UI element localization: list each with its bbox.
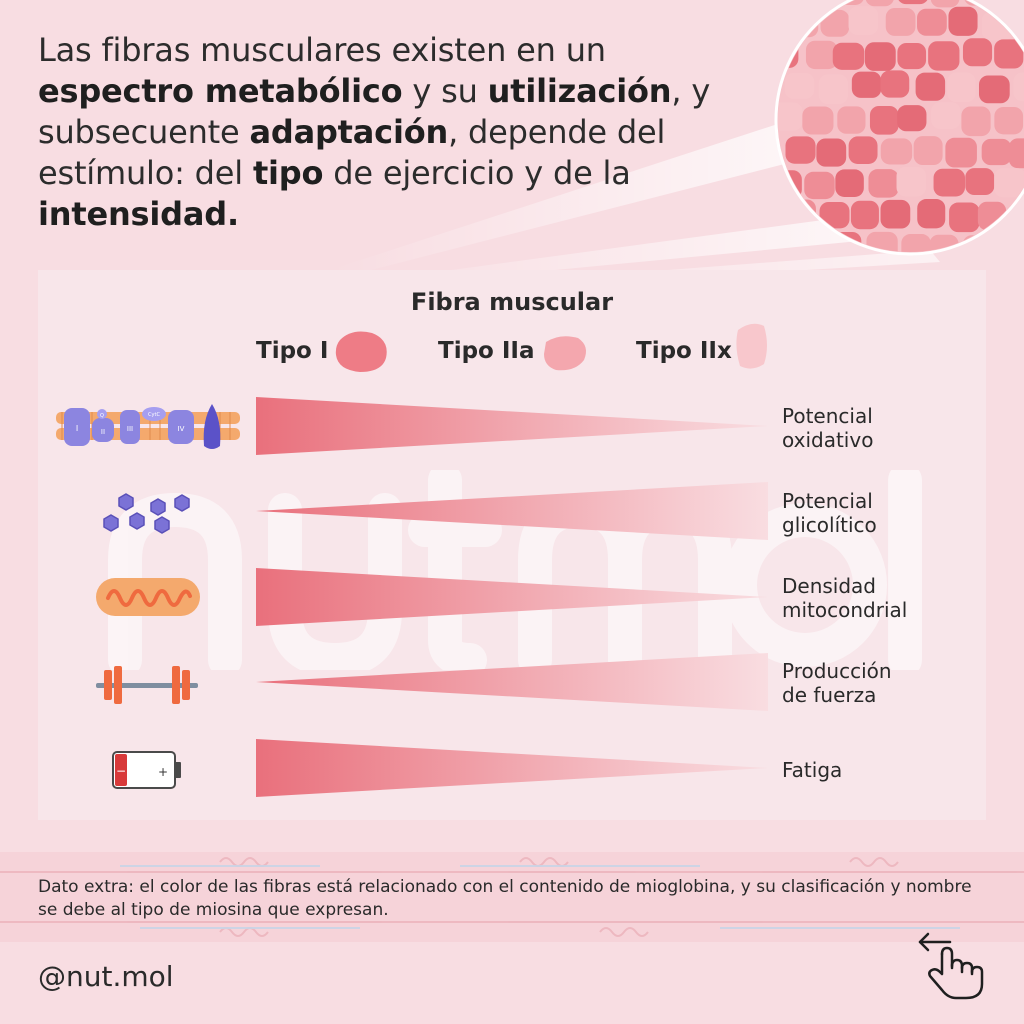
muscle-fiber-cell — [913, 136, 943, 165]
muscle-fiber-cell — [805, 230, 836, 252]
muscle-fiber-cell — [848, 136, 878, 164]
muscle-fiber-cell — [805, 40, 838, 70]
headline-segment: espectro metabólico — [38, 72, 403, 110]
headline-segment: y su — [402, 72, 488, 110]
muscle-fiber-cell — [947, 72, 976, 103]
muscle-fiber-cell — [929, 234, 959, 252]
muscle-fiber-cell — [819, 201, 850, 229]
headline-segment: intensidad. — [38, 195, 239, 233]
muscle-fiber-cell — [977, 201, 1007, 231]
muscle-fiber-cell — [965, 168, 995, 196]
headline-segment: adaptación — [249, 113, 449, 151]
muscle-fiber-cell — [961, 106, 991, 137]
muscle-fiber-cell — [832, 42, 865, 70]
muscle-fiber-cell — [962, 38, 993, 67]
muscle-fiber-cell — [945, 137, 977, 168]
diagram-title: Fibra muscular — [410, 288, 614, 316]
muscle-fiber-cell — [869, 105, 899, 135]
muscle-fiber-cell — [880, 138, 913, 165]
account-handle: @nut.mol — [38, 960, 174, 993]
row-label-force-production: Producción de fuerza — [782, 659, 892, 707]
muscle-fiber-cell — [897, 0, 929, 5]
muscle-fiber-cell — [994, 168, 1024, 198]
muscle-fiber-cell — [896, 166, 927, 197]
muscle-fiber-cell — [897, 105, 927, 132]
muscle-fiber-cell — [1008, 138, 1024, 169]
muscle-fiber-cell — [802, 106, 834, 135]
muscle-fiber-cell — [994, 39, 1024, 69]
muscle-fiber-cell — [778, 40, 799, 68]
muscle-fiber-cell — [978, 75, 1010, 104]
headline-segment: , depende del estímulo: del — [38, 113, 666, 192]
muscle-fiber-cell — [833, 0, 865, 5]
headline-segment: utilización — [487, 72, 672, 110]
extra-fact-text: Dato extra: el color de las fibras está … — [38, 877, 972, 920]
muscle-fiber-cell — [993, 234, 1024, 252]
muscle-fiber-cell — [865, 0, 895, 7]
muscle-fiber-cell — [933, 168, 966, 197]
muscle-fiber-cell — [964, 0, 993, 6]
muscle-fiber-cell — [917, 8, 947, 36]
muscle-fiber-cell — [851, 71, 882, 98]
muscle-fiber-cell — [789, 8, 819, 38]
muscle-fiber-cell — [993, 0, 1023, 4]
muscle-fiber-cell — [866, 231, 898, 252]
row-label-fatigue: Fatiga — [782, 758, 843, 782]
fiber-type-iix-label: Tipo IIx — [636, 338, 732, 364]
muscle-fiber-cell — [835, 169, 864, 197]
muscle-fiber-cell — [897, 42, 927, 70]
muscle-fiber-cell — [931, 102, 961, 129]
muscle-fiber-cell — [832, 231, 862, 252]
muscle-fiber-cell — [981, 11, 1014, 41]
muscle-fiber-cell — [837, 106, 866, 134]
headline-segment: Las fibras musculares existen en un — [38, 31, 606, 69]
muscle-fiber-cell — [901, 234, 931, 252]
row-label-glycolytic: Potencial glicolítico — [782, 489, 877, 537]
muscle-fiber-cell — [778, 0, 800, 5]
muscle-fiber-cell — [816, 138, 847, 167]
muscle-fiber-cell — [778, 231, 799, 252]
swipe-hand-icon[interactable] — [916, 926, 992, 1002]
muscle-fiber-cell — [785, 136, 816, 164]
row-label-mitochondrial-density: Densidad mitocondrial — [782, 574, 908, 622]
muscle-fiber-cell — [785, 199, 816, 228]
muscle-fiber-cell — [850, 200, 879, 230]
fiber-type-iia-label: Tipo IIa — [438, 338, 535, 364]
muscle-fiber-cell — [994, 106, 1024, 135]
headline-segment: de ejercicio y de la — [323, 154, 631, 192]
muscle-fiber-cell — [820, 9, 850, 37]
muscle-fiber-cell — [778, 170, 802, 199]
muscle-fiber-cell — [868, 169, 899, 198]
muscle-fiber-cell — [928, 41, 960, 71]
muscle-fiber-cell — [981, 138, 1012, 166]
muscle-fiber-cell — [818, 74, 849, 105]
muscle-fiber-cell — [949, 202, 980, 233]
muscle-fiber-cell — [915, 72, 946, 101]
muscle-fiber-cell — [804, 171, 835, 200]
muscle-fiber-cell — [930, 0, 960, 8]
muscle-fiber-cell — [864, 42, 896, 71]
muscle-fiber-cell — [885, 7, 916, 36]
fiber-type-i-label: Tipo I — [256, 338, 329, 364]
muscle-fiber-cell — [880, 199, 911, 229]
muscle-fiber-cell — [784, 72, 815, 99]
muscle-fiber-cell — [962, 235, 992, 252]
headline: Las fibras musculares existen en un espe… — [38, 30, 758, 235]
headline-segment: , y subsecuente — [38, 72, 711, 151]
muscle-fiber-cell — [1009, 203, 1024, 231]
muscle-fiber-cell — [803, 0, 835, 3]
headline-segment: tipo — [252, 154, 324, 192]
muscle-fiber-cell — [1011, 6, 1024, 34]
row-label-oxidative: Potencial oxidativo — [782, 404, 874, 452]
muscle-fiber-cell — [1013, 72, 1024, 102]
muscle-fiber-cell — [917, 199, 946, 229]
muscle-fiber-cell — [880, 70, 910, 98]
muscle-fiber-cell — [778, 102, 803, 131]
muscle-fiber-cell — [948, 6, 978, 36]
muscle-fiber-cell — [848, 6, 879, 36]
